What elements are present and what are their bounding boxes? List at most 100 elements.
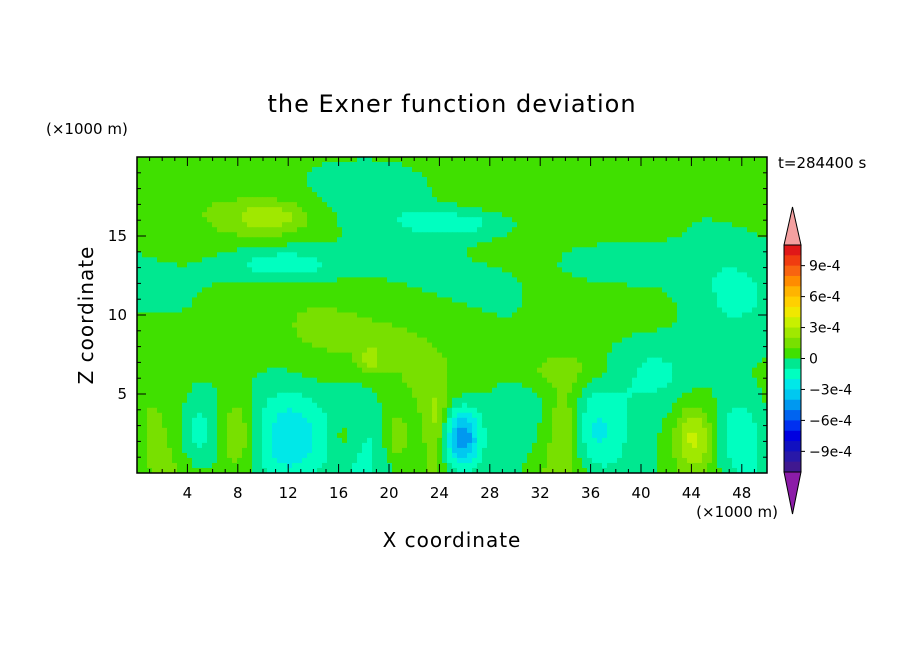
heatmap-cell — [487, 352, 493, 359]
heatmap-cell — [552, 192, 558, 198]
heatmap-cell — [257, 282, 263, 289]
heatmap-cell — [187, 182, 193, 188]
heatmap-cell — [642, 312, 648, 319]
heatmap-cell — [572, 237, 578, 243]
heatmap-cell — [162, 287, 168, 294]
heatmap-cell — [582, 197, 588, 203]
heatmap-cell — [592, 167, 598, 173]
heatmap-cell — [507, 207, 513, 213]
heatmap-cell — [522, 352, 528, 359]
heatmap-cell — [397, 242, 403, 248]
heatmap-cell — [497, 242, 503, 248]
heatmap-cell — [272, 277, 278, 283]
heatmap-cell — [552, 332, 558, 339]
heatmap-cell — [542, 342, 548, 349]
heatmap-cell — [512, 192, 518, 198]
heatmap-cell — [422, 207, 428, 213]
heatmap-cell — [507, 302, 513, 309]
heatmap-cell — [417, 252, 423, 258]
heatmap-cell — [227, 302, 233, 309]
heatmap-cell — [537, 167, 543, 173]
heatmap-cell — [332, 172, 338, 178]
heatmap-cell — [317, 167, 323, 173]
heatmap-cell — [537, 347, 543, 354]
heatmap-cell — [447, 312, 453, 319]
heatmap-cell — [147, 197, 153, 203]
heatmap-cell — [702, 252, 708, 258]
heatmap-cell — [592, 277, 598, 283]
heatmap-cell — [312, 192, 318, 198]
heatmap-cell — [447, 302, 453, 309]
heatmap-cell — [702, 237, 708, 243]
heatmap-cell — [572, 297, 578, 304]
heatmap-cell — [177, 222, 183, 228]
heatmap-cell — [312, 202, 318, 208]
heatmap-cell — [232, 192, 238, 198]
heatmap-cell — [437, 187, 443, 193]
heatmap-cell — [137, 342, 143, 349]
heatmap-cell — [202, 192, 208, 198]
heatmap-cell — [172, 242, 178, 248]
heatmap-cell — [327, 172, 333, 178]
heatmap-cell — [507, 177, 513, 183]
heatmap-cell — [717, 282, 723, 289]
heatmap-cell — [612, 227, 618, 233]
heatmap-cell — [272, 287, 278, 294]
heatmap-cell — [287, 282, 293, 289]
heatmap-cell — [182, 207, 188, 213]
heatmap-cell — [287, 197, 293, 203]
heatmap-cell — [592, 242, 598, 248]
heatmap-cell — [477, 207, 483, 213]
heatmap-cell — [252, 182, 258, 188]
heatmap-cell — [392, 187, 398, 193]
heatmap-cell — [727, 287, 733, 294]
heatmap-cell — [187, 202, 193, 208]
heatmap-cell — [677, 237, 683, 243]
heatmap-cell — [592, 207, 598, 213]
heatmap-cell — [437, 207, 443, 213]
heatmap-cell — [277, 332, 283, 339]
heatmap-cell — [162, 187, 168, 193]
heatmap-cell — [687, 192, 693, 198]
heatmap-cell — [387, 237, 393, 243]
heatmap-cell — [552, 207, 558, 213]
heatmap-cell — [147, 182, 153, 188]
heatmap-cell — [612, 182, 618, 188]
heatmap-cell — [457, 207, 463, 213]
heatmap-cell — [427, 222, 433, 228]
heatmap-cell — [757, 257, 763, 263]
heatmap-cell — [507, 267, 513, 273]
heatmap-cell — [467, 242, 473, 248]
heatmap-cell — [592, 182, 598, 188]
heatmap-cell — [602, 187, 608, 193]
heatmap-cell — [402, 197, 408, 203]
heatmap-cell — [567, 187, 573, 193]
heatmap-cell — [697, 332, 703, 339]
heatmap-cell — [732, 312, 738, 319]
heatmap-cell — [747, 202, 753, 208]
heatmap-cell — [312, 232, 318, 238]
heatmap-cell — [357, 347, 363, 354]
heatmap-cell — [602, 242, 608, 248]
heatmap-cell — [282, 232, 288, 238]
heatmap-cell — [712, 192, 718, 198]
heatmap-cell — [742, 162, 748, 168]
heatmap-cell — [662, 302, 668, 309]
heatmap-cell — [222, 167, 228, 173]
heatmap-cell — [597, 302, 603, 309]
heatmap-cell — [577, 257, 583, 263]
heatmap-cell — [197, 312, 203, 319]
heatmap-cell — [572, 197, 578, 203]
heatmap-cell — [752, 327, 758, 334]
heatmap-cell — [157, 282, 163, 289]
heatmap-cell — [507, 227, 513, 233]
heatmap-cell — [342, 182, 348, 188]
heatmap-cell — [762, 302, 767, 309]
heatmap-cell — [622, 182, 628, 188]
heatmap-cell — [687, 292, 693, 299]
heatmap-cell — [352, 212, 358, 218]
heatmap-cell — [152, 232, 158, 238]
heatmap-cell — [677, 247, 683, 253]
heatmap-cell — [447, 182, 453, 188]
heatmap-cell — [697, 212, 703, 218]
